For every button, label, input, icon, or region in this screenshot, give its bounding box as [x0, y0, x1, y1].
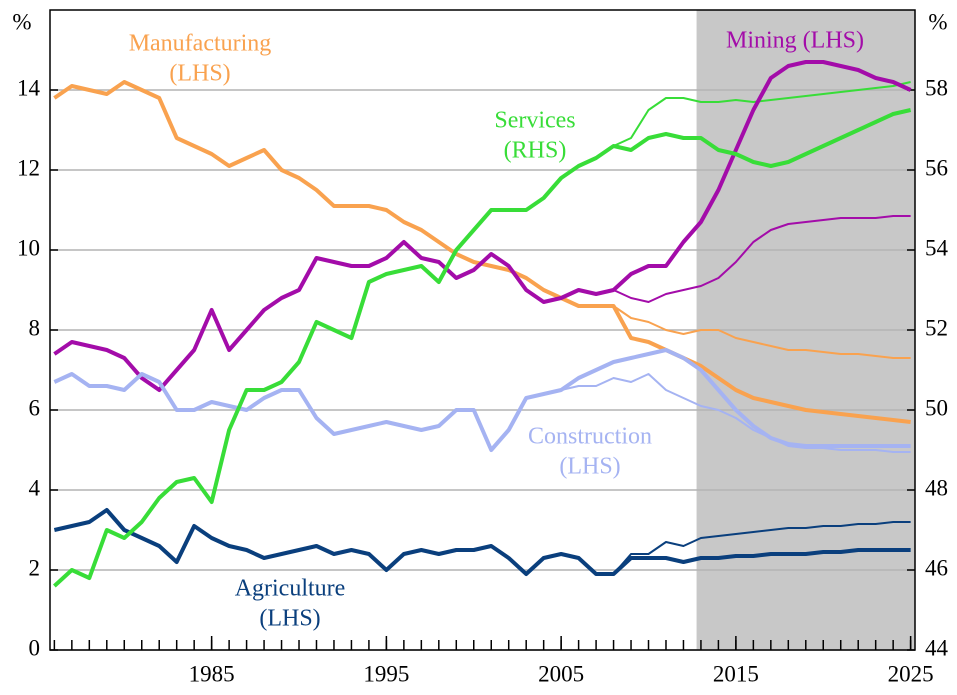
y2-tick-label: 50 [925, 395, 948, 420]
series-label: Manufacturing [129, 31, 272, 57]
y-tick-label: 10 [17, 235, 40, 260]
y2-tick-label: 44 [925, 635, 949, 660]
x-tick-label: 1995 [363, 661, 409, 686]
x-tick-label: 2025 [888, 661, 934, 686]
series-line [612, 305, 911, 359]
y2-axis-label: % [928, 9, 947, 34]
series-line [53, 348, 911, 452]
series-line [613, 81, 911, 147]
y-tick-label: 2 [29, 555, 41, 580]
series-line [613, 215, 911, 303]
y-axis-label: % [12, 9, 31, 34]
series-label: (LHS) [259, 606, 320, 632]
x-tick-label: 2015 [713, 661, 759, 686]
series-label: (RHS) [504, 138, 567, 164]
y-tick-label: 6 [29, 395, 41, 420]
x-tick-label: 1985 [189, 661, 235, 686]
y2-tick-label: 48 [925, 475, 948, 500]
series-label: (LHS) [559, 454, 620, 480]
series-label: Mining (LHS) [726, 28, 864, 54]
plot-border [49, 9, 916, 651]
y-tick-label: 8 [29, 315, 41, 340]
y2-tick-label: 58 [925, 75, 948, 100]
series-line [53, 108, 912, 588]
y-tick-label: 12 [17, 155, 40, 180]
y2-tick-label: 46 [925, 555, 948, 580]
series-line [53, 60, 912, 392]
y-tick-label: 4 [29, 475, 41, 500]
y2-tick-label: 52 [925, 315, 948, 340]
series-label: (LHS) [169, 61, 230, 87]
y2-tick-label: 56 [925, 155, 948, 180]
series-line [612, 521, 911, 575]
series-line [560, 373, 911, 453]
series-label: Services [494, 108, 575, 134]
y-tick-label: 0 [29, 635, 41, 660]
y-tick-label: 14 [17, 75, 41, 100]
x-tick-label: 2005 [538, 661, 584, 686]
series-line [53, 508, 911, 576]
series-label: Agriculture [235, 576, 346, 602]
series-label: Construction [528, 424, 652, 450]
y2-tick-label: 54 [925, 235, 949, 260]
